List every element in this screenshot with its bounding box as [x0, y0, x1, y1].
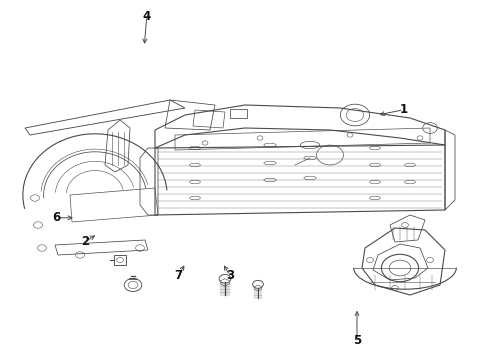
Text: 2: 2: [81, 235, 89, 248]
Text: 6: 6: [52, 211, 60, 224]
Text: 1: 1: [399, 103, 407, 116]
Text: 4: 4: [142, 10, 150, 23]
Text: 7: 7: [174, 269, 182, 282]
Text: 5: 5: [352, 334, 360, 347]
Text: 3: 3: [225, 269, 233, 282]
